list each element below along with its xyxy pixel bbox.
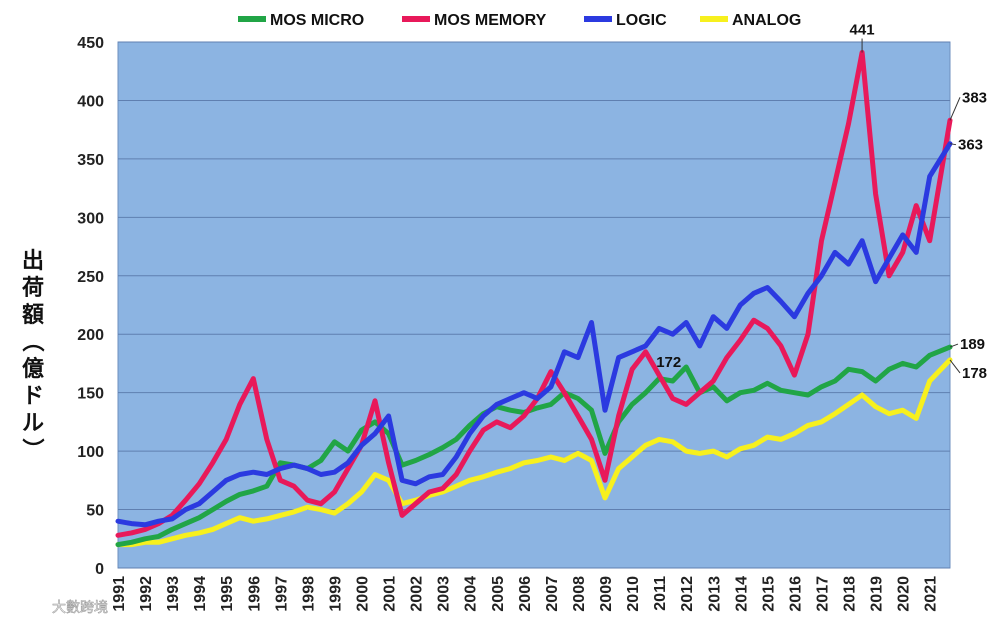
y-axis-label-char-7: ） [19, 438, 44, 460]
x-tick-label-2001: 2001 [382, 576, 399, 612]
x-tick-label-1993: 1993 [165, 576, 182, 612]
x-tick-label-1992: 1992 [138, 576, 155, 612]
x-tick-label-2013: 2013 [706, 576, 723, 612]
x-tick-label-1999: 1999 [327, 576, 344, 612]
x-tick-label-2016: 2016 [787, 576, 804, 612]
watermark-text: 大數跨境 [52, 600, 108, 616]
x-tick-label-2019: 2019 [869, 576, 886, 612]
y-tick-label-200: 200 [77, 327, 104, 344]
x-tick-label-2009: 2009 [598, 576, 615, 612]
y-axis-ticks: 0 50 100 150 200 250 300 350 400 450 [77, 35, 104, 578]
annotations: 441 383 363 189 178 172 [656, 22, 987, 382]
y-tick-label-450: 450 [77, 35, 104, 52]
x-tick-label-2020: 2020 [896, 576, 913, 612]
x-tick-label-2010: 2010 [625, 576, 642, 612]
annotation-leader-383 [949, 97, 961, 121]
plot-area [117, 41, 951, 569]
y-axis-label: 出荷額（ 億ドル） [19, 249, 44, 460]
series-line-analog [115, 357, 953, 548]
x-tick-label-2003: 2003 [436, 576, 453, 612]
x-tick-label-1998: 1998 [300, 576, 317, 612]
x-tick-label-2011: 2011 [652, 576, 669, 611]
x-tick-label-2018: 2018 [842, 576, 859, 612]
legend-label-mos-memory: MOS MEMORY [434, 12, 547, 29]
series-lines [115, 50, 953, 548]
watermark-logo-icon-2 [31, 598, 45, 612]
watermark-logo-icon [12, 595, 32, 615]
y-axis-label-char-3: （ [19, 330, 44, 352]
y-tick-label-350: 350 [77, 152, 104, 169]
y-axis-label-char-5: ド [22, 384, 44, 409]
annotation-leader-178 [949, 359, 961, 374]
x-tick-label-2012: 2012 [679, 576, 696, 612]
y-axis-label-char-4: 億 [22, 356, 44, 382]
y-tick-label-400: 400 [77, 93, 104, 110]
x-axis-ticks: 1991 1992 1993 1994 1995 1996 1997 1998 1999 2000… [111, 576, 940, 612]
y-tick-label-0: 0 [95, 561, 104, 578]
x-tick-label-1991: 1991 [111, 576, 128, 612]
x-tick-label-1994: 1994 [192, 576, 209, 612]
y-axis-label-char-2: 額 [22, 302, 44, 328]
y-tick-label-300: 300 [77, 210, 104, 227]
x-tick-label-2004: 2004 [463, 576, 480, 612]
y-axis-label-char-1: 荷 [22, 276, 44, 301]
legend-label-logic: LOGIC [616, 12, 667, 29]
x-tick-label-2007: 2007 [544, 576, 561, 612]
x-tick-label-1995: 1995 [219, 576, 236, 612]
y-axis-label-char-0: 出 [22, 249, 44, 274]
annotation-leader-189 [949, 343, 959, 348]
y-tick-label-50: 50 [86, 503, 104, 520]
x-tick-label-2015: 2015 [760, 576, 777, 612]
y-axis-label-char-6: ル [22, 411, 44, 436]
annotation-189: 189 [960, 336, 985, 353]
annotation-172: 172 [656, 354, 681, 371]
x-tick-label-1997: 1997 [273, 576, 290, 612]
x-tick-label-1996: 1996 [246, 576, 263, 612]
y-tick-label-250: 250 [77, 269, 104, 286]
x-tick-label-2002: 2002 [409, 576, 426, 612]
x-tick-label-2017: 2017 [814, 576, 831, 612]
legend-label-analog: ANALOG [732, 12, 801, 29]
y-tick-label-100: 100 [77, 444, 104, 461]
annotation-383: 383 [962, 89, 987, 106]
annotation-441: 441 [850, 22, 875, 39]
legend-label-mos-micro: MOS MICRO [270, 12, 364, 29]
y-tick-label-150: 150 [77, 386, 104, 403]
legend: MOS MICRO MOS MEMORY LOGIC ANALOG [238, 12, 801, 29]
series-line-mos-memory [115, 50, 953, 538]
annotation-178: 178 [962, 365, 987, 382]
x-tick-label-2006: 2006 [517, 576, 534, 612]
x-tick-label-2005: 2005 [490, 576, 507, 612]
x-tick-label-2000: 2000 [355, 576, 372, 612]
watermark: 大數跨境 [12, 595, 108, 616]
x-tick-label-2008: 2008 [571, 576, 588, 612]
series-line-logic [115, 141, 953, 528]
annotation-363: 363 [958, 137, 983, 154]
x-tick-label-2014: 2014 [733, 576, 750, 612]
x-tick-label-2021: 2021 [923, 576, 940, 612]
annotation-leader-363 [949, 143, 957, 146]
